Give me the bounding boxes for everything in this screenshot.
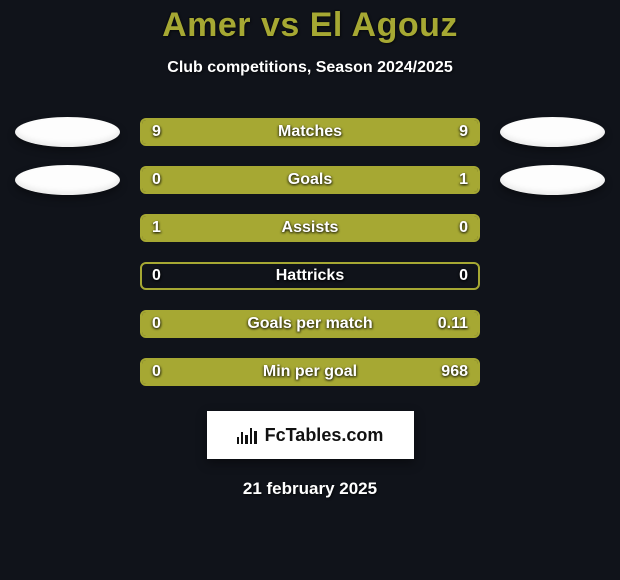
stat-label: Hattricks	[142, 264, 478, 288]
stat-row: 10Assists	[0, 213, 620, 243]
source-badge-text: FcTables.com	[265, 425, 384, 446]
page-title: Amer vs El Agouz	[162, 6, 458, 45]
stat-label: Min per goal	[142, 360, 478, 384]
player-marker-left	[15, 165, 120, 195]
stat-bar: 0968Min per goal	[140, 358, 480, 386]
stat-label: Goals	[142, 168, 478, 192]
subtitle: Club competitions, Season 2024/2025	[167, 59, 452, 77]
stat-bar: 00Hattricks	[140, 262, 480, 290]
source-badge: FcTables.com	[207, 411, 414, 459]
player-marker-right	[500, 165, 605, 195]
stat-row: 0968Min per goal	[0, 357, 620, 387]
bars-icon	[237, 426, 257, 444]
stat-bar: 99Matches	[140, 118, 480, 146]
stat-label: Assists	[142, 216, 478, 240]
stat-row: 99Matches	[0, 117, 620, 147]
stat-bar: 01Goals	[140, 166, 480, 194]
stat-label: Goals per match	[142, 312, 478, 336]
player-marker-right	[500, 117, 605, 147]
stat-bar: 10Assists	[140, 214, 480, 242]
stat-row: 00.11Goals per match	[0, 309, 620, 339]
stat-label: Matches	[142, 120, 478, 144]
comparison-infographic: Amer vs El Agouz Club competitions, Seas…	[0, 0, 620, 580]
stat-rows: 99Matches 01Goals 10Assists 00Hattricks 00.1…	[0, 117, 620, 387]
stat-bar: 00.11Goals per match	[140, 310, 480, 338]
date-label: 21 february 2025	[243, 479, 377, 499]
player-marker-left	[15, 117, 120, 147]
stat-row: 01Goals	[0, 165, 620, 195]
stat-row: 00Hattricks	[0, 261, 620, 291]
